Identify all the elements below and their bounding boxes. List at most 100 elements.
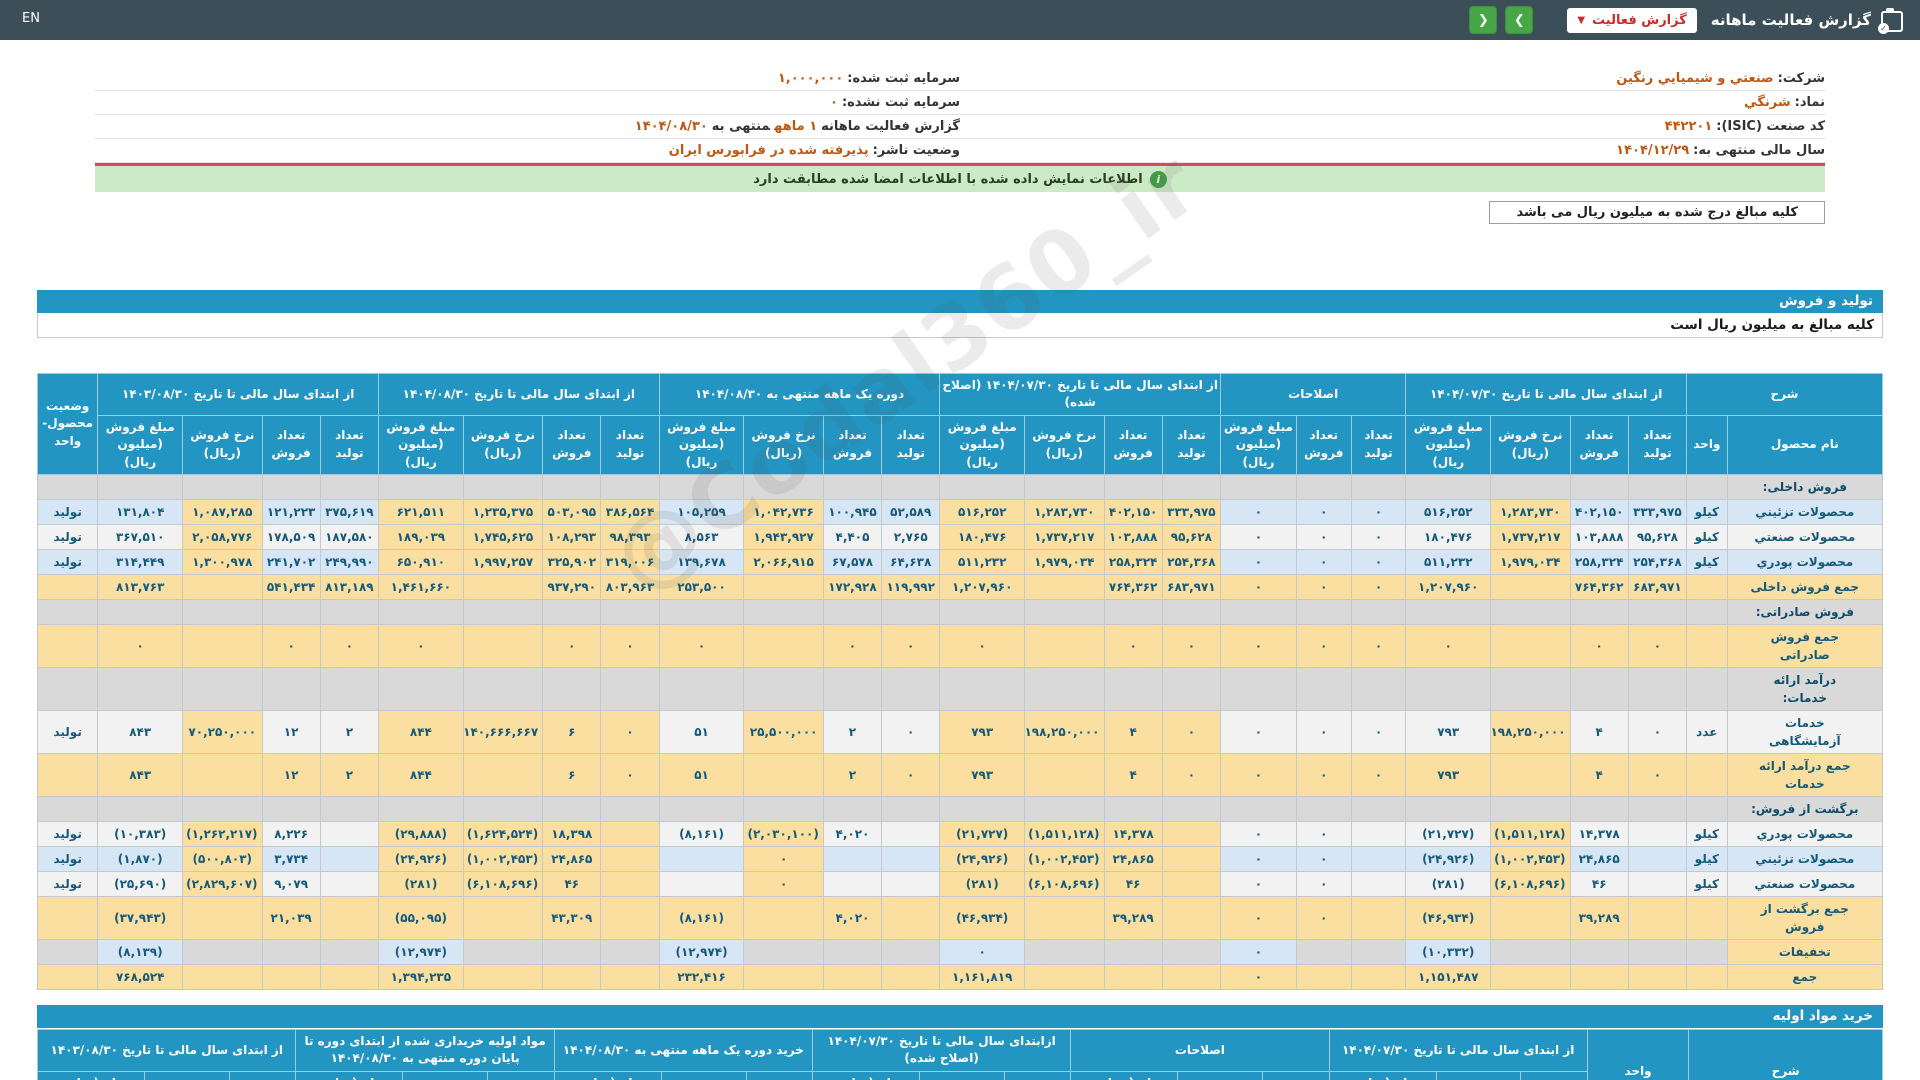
unit-cell: عدد (1687, 710, 1728, 753)
value-cell: ۰ (1221, 574, 1297, 599)
value-cell (1025, 599, 1104, 624)
value-cell (882, 474, 940, 499)
value-cell: ۲۵۸,۳۲۴ (1570, 549, 1628, 574)
report-type-dropdown[interactable]: گزارش فعالیت ▼ (1567, 8, 1696, 33)
value-cell (1104, 667, 1162, 710)
column-header: از ابتدای سال مالی تا تاریخ ۱۴۰۴/۰۷/۳۰ (1329, 1029, 1587, 1071)
value-cell: ۰ (1221, 871, 1297, 896)
value-cell: ۲ (320, 710, 378, 753)
value-cell (744, 939, 823, 964)
value-cell: ۰ (1351, 549, 1406, 574)
value-cell (659, 871, 744, 896)
value-cell: ۲,۰۵۸,۷۷۶ (183, 524, 262, 549)
value-cell (744, 624, 823, 667)
status-cell (38, 796, 98, 821)
value-cell (543, 599, 601, 624)
value-cell: ۱,۳۰۰,۹۷۸ (183, 549, 262, 574)
value-cell (1025, 667, 1104, 710)
info-value: ۱۴۰۴/۰۸/۳۰ (635, 119, 708, 134)
value-cell: ۴,۴۰۵ (823, 524, 881, 549)
status-cell: تولید (38, 821, 98, 846)
info-value: ۱۴۰۴/۱۲/۲۹ (1616, 143, 1689, 158)
value-cell (320, 846, 378, 871)
column-header: تعداد تولید (601, 415, 659, 474)
value-cell: ۲۵۸,۳۲۴ (1104, 549, 1162, 574)
value-cell: ۹۵,۶۲۸ (1162, 524, 1220, 549)
value-cell (1351, 939, 1406, 964)
column-header: اصلاحات (1221, 374, 1406, 416)
value-cell (1296, 796, 1351, 821)
value-cell: ۰ (98, 624, 183, 667)
value-cell (1162, 846, 1220, 871)
value-cell (1351, 871, 1406, 896)
next-report-button[interactable]: ❯ (1505, 6, 1533, 34)
value-cell (379, 667, 464, 710)
company-info-left-column: سرمایه ثبت شده:۱,۰۰۰,۰۰۰سرمایه ثبت نشده:… (95, 67, 960, 163)
table-row: محصولات صنعتيکیلو۴۶(۶,۱۰۸,۶۹۶)(۲۸۱)۰۰۴۶(… (38, 871, 1883, 896)
value-cell: ۰ (1296, 549, 1351, 574)
column-header: از ابتدای سال مالی تا تاریخ ۱۴۰۳/۰۸/۳۰ (98, 374, 379, 416)
value-cell: (۱۰,۳۳۲) (1406, 939, 1491, 964)
value-cell: ۷۶۴,۳۶۲ (1570, 574, 1628, 599)
value-cell: ۱۷۸,۵۰۹ (262, 524, 320, 549)
column-header: از ابتدای سال مالی تا تاریخ ۱۴۰۳/۰۸/۳۰ (38, 1029, 296, 1071)
value-cell: ۶۲۱,۵۱۱ (379, 499, 464, 524)
column-header: تعداد فروش (1104, 415, 1162, 474)
unit-cell: کیلو (1687, 549, 1728, 574)
info-row: وضعیت ناشر:پذیرفته شده در فرابورس ایران (95, 139, 960, 163)
value-cell (1628, 939, 1686, 964)
value-cell (1162, 964, 1220, 989)
previous-report-button[interactable]: ❮ (1469, 6, 1497, 34)
value-cell: ۱۸۰,۴۷۶ (1406, 524, 1491, 549)
unit-cell (1687, 574, 1728, 599)
value-cell (882, 796, 940, 821)
value-cell: ۰ (1221, 549, 1297, 574)
column-header: تعداد تولید (882, 415, 940, 474)
value-cell (543, 796, 601, 821)
status-cell: تولید (38, 710, 98, 753)
page-title: گزارش فعالیت ماهانه (1711, 11, 1871, 29)
value-cell (601, 939, 659, 964)
value-cell: ۴ (1570, 753, 1628, 796)
value-cell: ۱۹۸,۲۵۰,۰۰۰ (1025, 710, 1104, 753)
value-cell (744, 896, 823, 939)
row-label-cell: محصولات صنعتي (1727, 871, 1882, 896)
value-cell (183, 796, 262, 821)
value-cell (1491, 896, 1570, 939)
status-cell (38, 939, 98, 964)
info-value: صنعتي و شيميايي رنگين (1616, 71, 1773, 86)
value-cell: (۸,۱۳۹) (98, 939, 183, 964)
value-cell: ۲۳۲,۴۱۶ (659, 964, 744, 989)
value-cell (1628, 474, 1686, 499)
value-cell: (۵۰۰,۸۰۳) (183, 846, 262, 871)
value-cell (1406, 667, 1491, 710)
value-cell (1025, 896, 1104, 939)
value-cell: ۱۳۱,۸۰۴ (98, 499, 183, 524)
value-cell (320, 474, 378, 499)
value-cell (1491, 939, 1570, 964)
value-cell (1351, 821, 1406, 846)
value-cell: ۰ (1570, 624, 1628, 667)
table-row: محصولات پودريکیلو۱۴,۳۷۸(۱,۵۱۱,۱۲۸)(۲۱,۷۲… (38, 821, 1883, 846)
value-cell: (۲۹,۸۸۸) (379, 821, 464, 846)
value-cell (183, 667, 262, 710)
value-cell (463, 599, 542, 624)
value-cell (463, 667, 542, 710)
info-icon: i (1150, 171, 1167, 188)
language-toggle[interactable]: EN (22, 11, 40, 26)
value-cell: ۲۵۴,۳۶۸ (1162, 549, 1220, 574)
column-header: شرح (1689, 1029, 1883, 1080)
value-cell: (۲۸۱) (940, 871, 1025, 896)
value-cell (823, 667, 881, 710)
value-cell: ۰ (882, 753, 940, 796)
value-cell: (۲,۰۳۰,۱۰۰) (744, 821, 823, 846)
column-header: مبلغ (میلیون ریال) (813, 1071, 920, 1080)
value-cell (659, 599, 744, 624)
value-cell (1570, 939, 1628, 964)
table-row: جمع درآمد ارائه خدمات۰۴۷۹۳۰۰۰۰۴۷۹۳۰۲۵۱۰۶… (38, 753, 1883, 796)
value-cell: ۱,۳۹۴,۲۳۵ (379, 964, 464, 989)
value-cell: ۰ (1296, 710, 1351, 753)
table-row: محصولات صنعتيکیلو۹۵,۶۲۸۱۰۳,۸۸۸۱,۷۳۷,۲۱۷۱… (38, 524, 1883, 549)
value-cell: ۴۶ (1570, 871, 1628, 896)
raw-materials-table-wrap: شرحواحداز ابتدای سال مالی تا تاریخ ۱۴۰۴/… (37, 1029, 1883, 1080)
